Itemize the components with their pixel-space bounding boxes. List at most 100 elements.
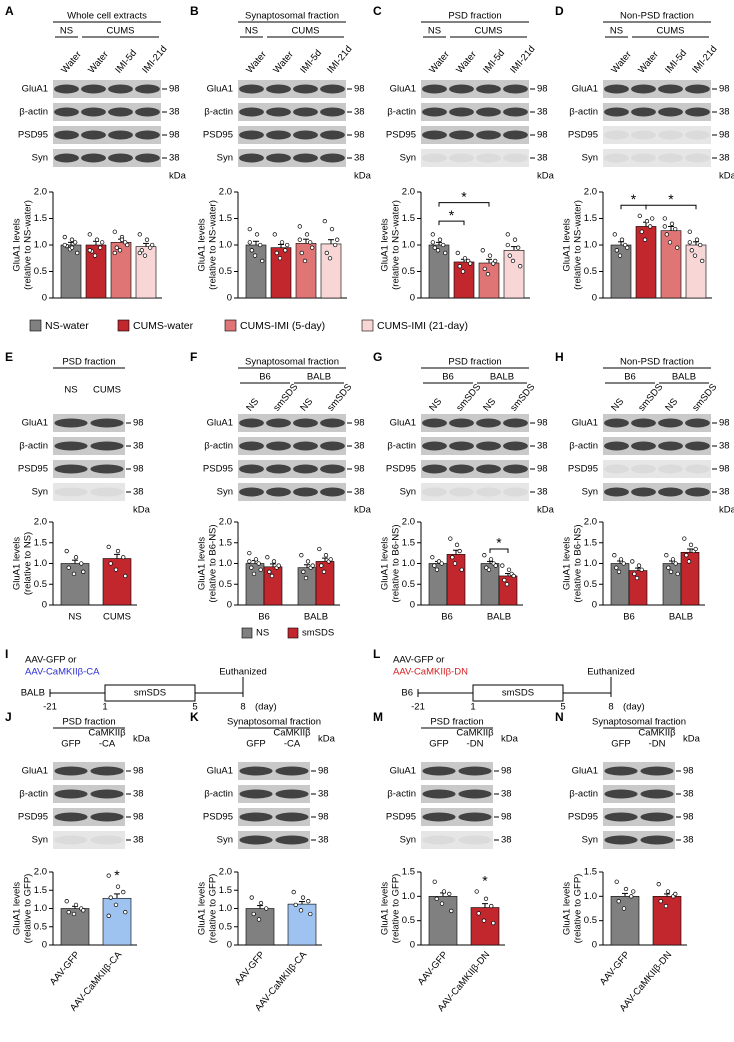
data-point [123, 910, 128, 915]
row-label: Syn [582, 487, 598, 498]
bar [85, 244, 107, 299]
y-axis-label: (relative to B6-NS) [391, 524, 402, 602]
group-label: BALB [490, 372, 514, 383]
x-tick-label: BALB [669, 612, 693, 623]
band [90, 487, 124, 497]
marker-label: 38 [683, 835, 694, 846]
y-tick-label: 1.0 [219, 240, 232, 251]
blot-strip [238, 437, 346, 455]
band [293, 153, 318, 163]
data-point [636, 563, 642, 568]
row-label: Syn [32, 835, 48, 846]
marker-label: 38 [133, 789, 144, 800]
band [320, 487, 345, 497]
data-point [108, 895, 113, 900]
lane-label: IMI-21d [690, 44, 719, 76]
band [320, 418, 345, 428]
band [658, 418, 683, 428]
lane-label: NS [481, 396, 498, 413]
band [631, 130, 656, 140]
y-axis-label: (relative to GFP) [208, 874, 219, 944]
band [685, 153, 710, 163]
y-tick-label: 1.0 [34, 240, 47, 251]
y-tick-label: 0 [592, 600, 597, 611]
y-axis-label: GluA1 levels [380, 537, 391, 591]
panel-letter: C [373, 4, 382, 18]
marker-label: 38 [719, 441, 730, 452]
data-point [249, 565, 254, 570]
band [54, 441, 88, 451]
data-point [658, 899, 663, 904]
group-label: CUMS [657, 26, 685, 37]
data-point [115, 548, 121, 554]
y-tick-label: 0.5 [219, 921, 232, 932]
data-point [335, 237, 340, 242]
band [640, 789, 674, 799]
band [320, 130, 345, 140]
band [266, 418, 291, 428]
marker-label: 98 [133, 418, 144, 429]
lane-label: -DN [467, 739, 484, 750]
data-point [435, 248, 441, 253]
row-label: β-actin [204, 789, 233, 800]
data-point [62, 242, 67, 248]
lane-label: Water [609, 49, 633, 75]
data-point [459, 567, 464, 572]
y-axis-label: GluA1 levels [197, 537, 208, 591]
data-point [631, 889, 636, 894]
data-point [247, 226, 252, 232]
band [266, 130, 291, 140]
band [239, 441, 264, 451]
row-label: GluA1 [390, 418, 416, 429]
x-tick-label: BALB [304, 612, 328, 623]
band [293, 464, 318, 474]
band [458, 835, 492, 845]
lane-label: Water [427, 49, 451, 75]
row-label: β-actin [387, 107, 416, 118]
data-point [137, 232, 142, 237]
y-axis-label: (relative to NS-water) [208, 200, 219, 290]
band [293, 130, 318, 140]
row-label: GluA1 [207, 84, 233, 95]
data-point [256, 561, 261, 566]
data-point [125, 242, 130, 248]
band [503, 107, 528, 117]
y-tick-label: 1.5 [584, 867, 597, 878]
lane-label: NS [663, 396, 680, 413]
panel-letter: F [190, 350, 197, 364]
band [54, 84, 79, 94]
legend-swatch [287, 627, 299, 639]
y-axis-label: GluA1 levels [12, 882, 23, 936]
band [604, 487, 629, 497]
panel-letter: B [190, 4, 199, 18]
data-point [698, 242, 703, 248]
data-point [113, 567, 119, 572]
bar [270, 247, 292, 299]
band [640, 812, 674, 822]
marker-label: 98 [354, 130, 365, 141]
timeline-text: AAV-GFP or [393, 655, 444, 666]
marker-label: 38 [169, 153, 180, 164]
data-point [321, 569, 327, 574]
data-point [673, 561, 678, 566]
lane-label: IMI-21d [140, 44, 169, 76]
row-label: Syn [217, 153, 233, 164]
lane-label: NS [609, 396, 626, 413]
y-tick-label: 0.5 [34, 266, 47, 277]
blot-strip [421, 126, 529, 144]
band [503, 441, 528, 451]
lane-label: IMI-5d [298, 48, 324, 76]
data-point [79, 561, 84, 566]
blot-title: Non-PSD fraction [620, 11, 694, 22]
blot-strip [238, 149, 346, 167]
data-point [656, 882, 661, 887]
y-axis-label: (relative to GFP) [391, 874, 402, 944]
data-point [448, 536, 453, 541]
y-tick-label: 0 [42, 293, 47, 304]
data-point [692, 253, 698, 258]
y-axis-label: (relative to GFP) [23, 874, 34, 944]
data-point [482, 553, 487, 558]
band [320, 441, 345, 451]
bar [498, 575, 518, 606]
data-point [75, 250, 80, 256]
